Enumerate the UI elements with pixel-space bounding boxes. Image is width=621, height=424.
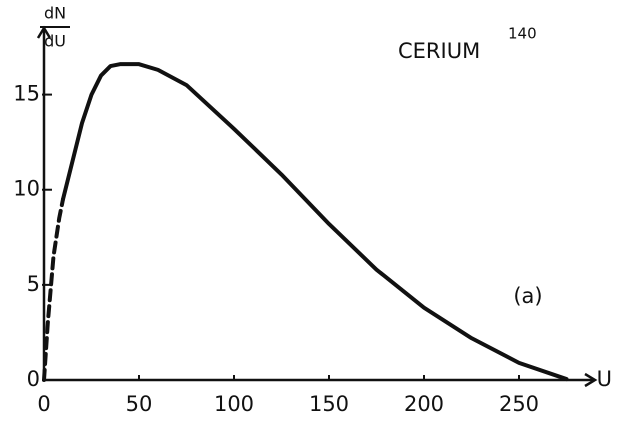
x-tick-label: 250 xyxy=(499,392,539,416)
x-axis-arrow xyxy=(584,372,598,388)
x-tick-label: 100 xyxy=(214,392,254,416)
x-tick-label: 50 xyxy=(126,392,153,416)
chart-title: CERIUM xyxy=(398,39,480,63)
annotation: (a) xyxy=(513,284,542,308)
y-tick-label: 10 xyxy=(13,177,40,201)
curve xyxy=(42,197,65,382)
x-tick-label: 150 xyxy=(309,392,349,416)
x-tick-label: 200 xyxy=(404,392,444,416)
curve xyxy=(61,62,569,382)
x-tick-label: 0 xyxy=(37,392,50,416)
title-superscript: 140 xyxy=(508,25,537,43)
y-tick-label: 5 xyxy=(27,272,40,296)
y-label-numerator: dN xyxy=(44,4,66,23)
y-tick-label: 0 xyxy=(27,367,40,391)
y-tick-label: 15 xyxy=(13,82,40,106)
y-axis-arrow xyxy=(36,25,52,39)
x-label: U xyxy=(597,367,612,391)
